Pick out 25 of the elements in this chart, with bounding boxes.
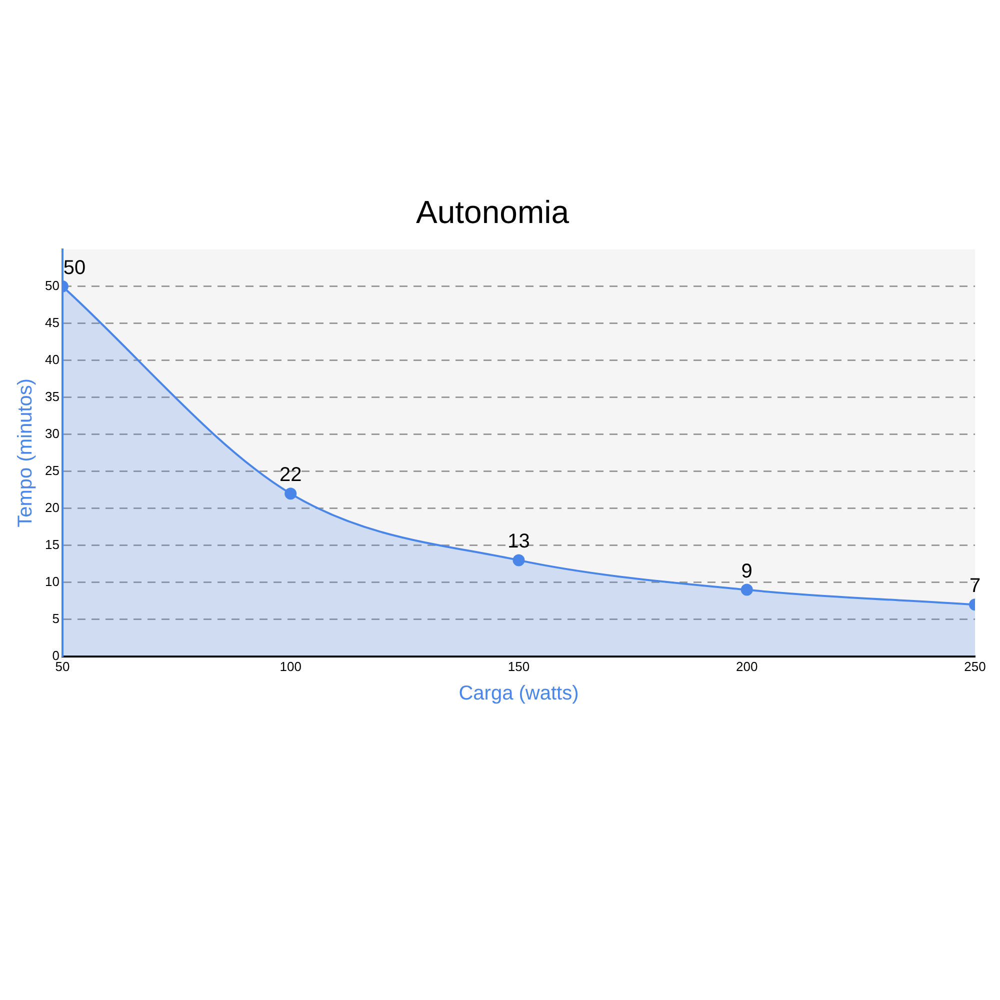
point <box>740 584 753 596</box>
y-tick-label: 50 <box>44 278 60 293</box>
y-tick-label: 35 <box>44 388 60 404</box>
point <box>512 554 525 566</box>
y-tick-label: 5 <box>52 610 60 626</box>
y-tick-label: 20 <box>44 500 60 515</box>
x-tick-label: 150 <box>508 658 530 674</box>
x-tick-label: 250 <box>964 658 986 674</box>
y-tick-label: 45 <box>44 314 60 330</box>
y-tick-label: 15 <box>44 536 60 552</box>
x-axis-title: Carga (watts) <box>458 682 579 705</box>
data-label: 13 <box>508 530 530 553</box>
y-tick-label: 30 <box>44 426 60 441</box>
x-tick-label: 100 <box>280 658 302 674</box>
data-label: 9 <box>741 560 752 582</box>
y-tick-label: 40 <box>44 352 60 367</box>
x-tick-label: 200 <box>736 658 758 674</box>
data-label: 7 <box>969 575 981 598</box>
y-tick-label: 25 <box>44 462 60 478</box>
y-tick-label: 0 <box>52 648 60 663</box>
y-axis-title: Tempo (minutos) <box>14 378 37 528</box>
y-tick-label: 10 <box>44 574 60 589</box>
chart-title: Autonomia <box>416 194 570 230</box>
data-label: 22 <box>279 464 302 486</box>
point <box>284 488 297 500</box>
